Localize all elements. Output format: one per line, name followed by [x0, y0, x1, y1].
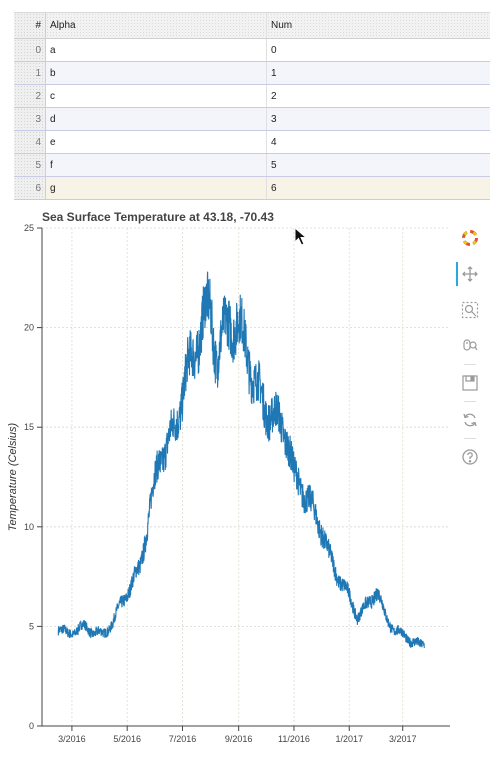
plot-toolbar	[456, 226, 486, 481]
table-row[interactable]: 5 f 5	[14, 154, 490, 177]
alpha-cell[interactable]: b	[46, 62, 267, 84]
num-cell[interactable]: 3	[271, 113, 277, 125]
series-line[interactable]	[57, 271, 425, 648]
alpha-cell[interactable]: d	[46, 108, 267, 130]
chart-title: Sea Surface Temperature at 43.18, -70.43	[42, 210, 274, 224]
x-tick-label: 3/2016	[58, 734, 86, 744]
grid-lines	[42, 227, 450, 726]
x-tick-label: 7/2016	[169, 734, 197, 744]
toolbar-separator	[464, 364, 476, 365]
num-cell[interactable]: 5	[271, 159, 277, 171]
bokeh-logo-icon[interactable]	[458, 226, 482, 250]
column-header-index[interactable]: #	[14, 13, 46, 38]
y-tick-label: 20	[24, 323, 34, 333]
alpha-cell[interactable]: e	[46, 131, 267, 153]
num-cell[interactable]: 4	[271, 136, 277, 148]
alpha-cell[interactable]: g	[46, 177, 267, 199]
column-header-num[interactable]: Num	[267, 13, 490, 38]
data-table: # Alpha Num 0 a 0 1 b 1 2 c 2 3 d 3 4 e …	[14, 12, 490, 200]
row-index: 2	[14, 85, 46, 107]
table-row[interactable]: 3 d 3	[14, 108, 490, 131]
table-row[interactable]: 6 g 6	[14, 177, 490, 200]
table-header: # Alpha Num	[14, 13, 490, 39]
save-icon[interactable]	[458, 371, 482, 395]
toolbar-separator	[464, 401, 476, 402]
alpha-cell[interactable]: f	[46, 154, 267, 176]
x-tick-label: 3/2017	[389, 734, 417, 744]
row-index: 0	[14, 39, 46, 61]
help-icon[interactable]	[458, 445, 482, 469]
row-index: 1	[14, 62, 46, 84]
y-tick-label: 25	[24, 223, 34, 233]
y-tick-label: 10	[24, 522, 34, 532]
axes	[37, 227, 450, 731]
alpha-cell[interactable]: c	[46, 85, 267, 107]
num-cell[interactable]: 6	[267, 177, 490, 199]
x-tick-label: 9/2016	[225, 734, 253, 744]
num-cell[interactable]: 2	[271, 90, 277, 102]
x-tick-label: 1/2017	[335, 734, 363, 744]
row-index: 6	[14, 177, 46, 199]
y-axis-label: Temperature (Celsius)	[7, 422, 19, 531]
table-row[interactable]: 4 e 4	[14, 131, 490, 154]
row-index: 3	[14, 108, 46, 130]
y-tick-label: 15	[24, 422, 34, 432]
tick-labels: 0 5 10 15 20 25 3/2016 5/2016 7/2016 9/2016 11/201…	[24, 223, 416, 744]
table-row[interactable]: 0 a 0	[14, 39, 490, 62]
row-index: 5	[14, 154, 46, 176]
reset-icon[interactable]	[458, 408, 482, 432]
toolbar-separator	[464, 438, 476, 439]
num-cell[interactable]: 0	[271, 44, 277, 56]
alpha-cell[interactable]: a	[46, 39, 267, 61]
mouse-cursor-icon	[294, 227, 308, 246]
box-zoom-icon[interactable]	[458, 298, 482, 322]
row-index: 4	[14, 131, 46, 153]
x-tick-label: 11/2016	[278, 734, 310, 744]
table-row[interactable]: 2 c 2	[14, 85, 490, 108]
y-tick-label: 5	[29, 621, 34, 631]
y-tick-label: 0	[29, 721, 34, 731]
x-tick-label: 5/2016	[113, 734, 141, 744]
temperature-chart[interactable]: Sea Surface Temperature at 43.18, -70.43…	[0, 205, 450, 755]
table-row[interactable]: 1 b 1	[14, 62, 490, 85]
num-cell[interactable]: 1	[271, 67, 277, 79]
pan-icon[interactable]	[456, 262, 482, 286]
wheel-zoom-icon[interactable]	[458, 334, 482, 358]
column-header-alpha[interactable]: Alpha	[46, 13, 267, 38]
